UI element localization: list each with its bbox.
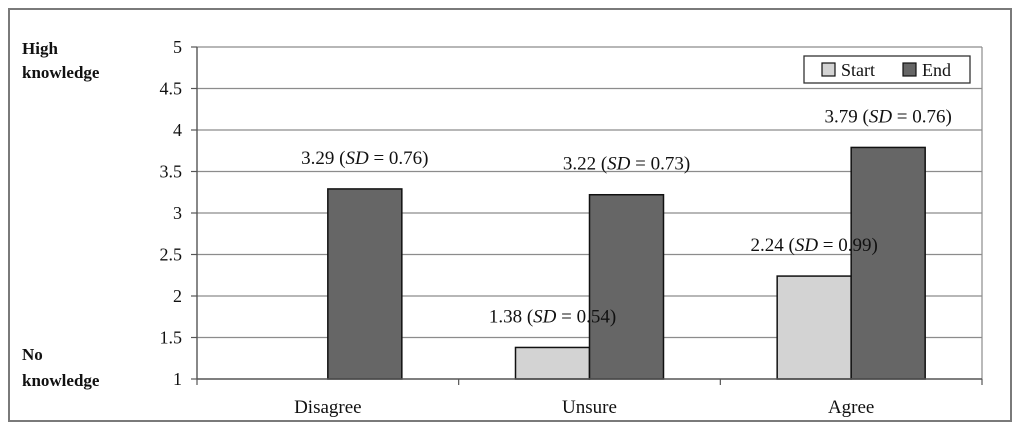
y-axis-bottom-label-line2: knowledge [22,371,100,390]
legend-label-end: End [922,60,951,80]
y-tick-label: 2.5 [160,245,183,265]
bar-end-unsure [588,193,665,380]
y-tick-label: 1 [173,369,182,389]
legend: Start End [803,55,971,84]
axes [196,47,983,385]
y-tick-label: 5 [173,37,182,57]
bar-start-unsure [514,346,591,380]
y-tick-label: 3 [173,203,182,223]
x-tick-labels: Disagree Unsure Agree [294,397,874,418]
x-tick-label: Disagree [294,397,362,418]
legend-swatch-start [821,62,836,77]
y-axis-top-label-line2: knowledge [22,63,100,82]
data-label: 3.22 (SD = 0.73) [563,154,690,175]
bar-end-disagree [327,188,403,380]
bars [327,146,926,380]
data-labels: 3.29 (SD = 0.76) 1.38 (SD = 0.54) 3.22 (SD… [301,106,952,327]
legend-swatch-end [902,62,917,77]
y-tick-label: 4 [173,120,182,140]
data-label: 3.29 (SD = 0.76) [301,148,428,169]
y-tick-labels: 1 1.5 2 2.5 3 3.5 4 4.5 5 [160,37,183,389]
legend-label-start: Start [841,60,875,80]
x-tick-label: Agree [828,397,874,418]
data-label: 2.24 (SD = 0.99) [750,235,877,256]
data-label: 3.79 (SD = 0.76) [824,106,951,127]
y-tick-label: 2 [173,286,182,306]
y-axis-bottom-label-line1: No [22,345,43,364]
y-axis-top-label-line1: High [22,39,58,58]
y-tick-label: 3.5 [160,162,183,182]
data-label: 1.38 (SD = 0.54) [489,306,616,327]
y-tick-label: 4.5 [160,79,183,99]
y-tick-label: 1.5 [160,328,183,348]
x-tick-label: Unsure [562,397,617,418]
bar-start-agree [776,275,852,380]
bar-end-agree [850,146,926,380]
